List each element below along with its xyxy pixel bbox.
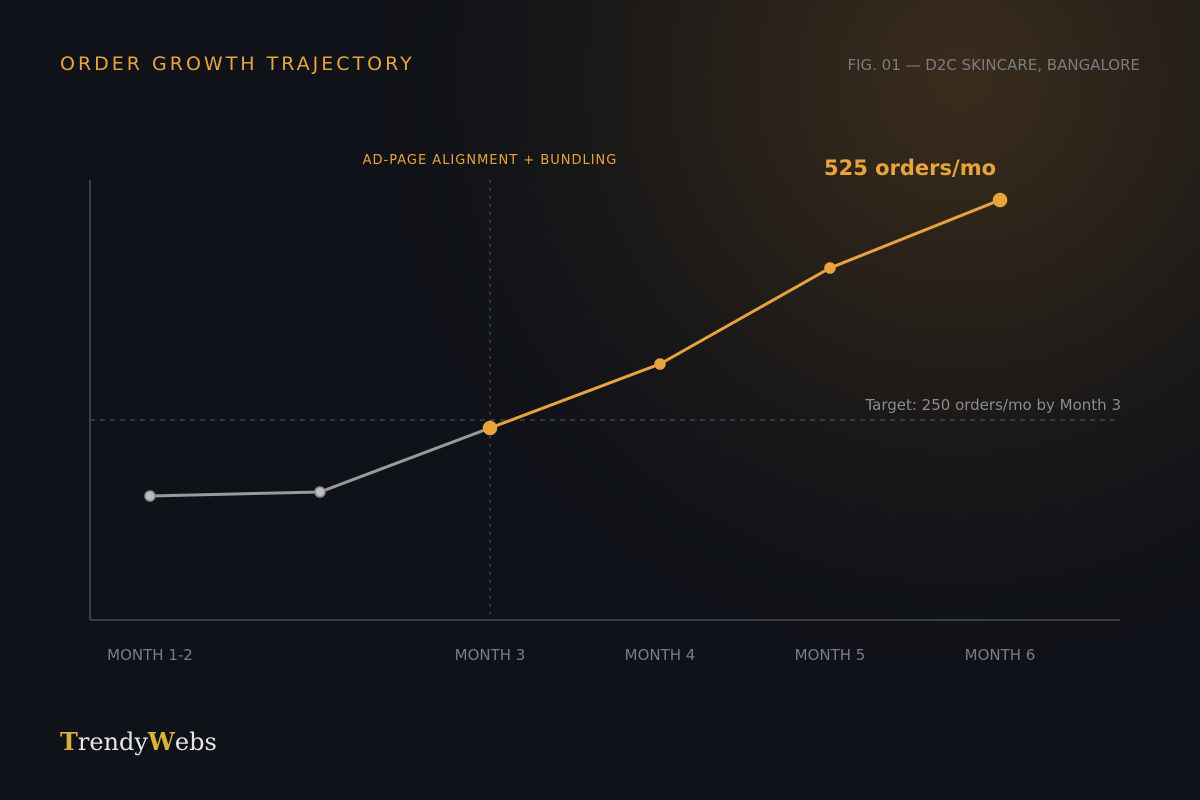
brand-part: T — [60, 727, 78, 756]
point — [824, 262, 836, 274]
x-tick-label: MONTH 4 — [625, 646, 696, 664]
brand-part: rendy — [78, 728, 148, 756]
point — [144, 490, 156, 502]
chart-title: ORDER GROWTH TRAJECTORY — [60, 53, 415, 75]
point — [482, 420, 498, 436]
line-after — [489, 198, 1001, 430]
x-tick-label: MONTH 5 — [795, 646, 866, 664]
point — [314, 486, 326, 498]
target-label: Target: 250 orders/mo by Month 3 — [864, 396, 1121, 414]
value-label: 525 orders/mo — [824, 156, 996, 180]
brand-part: W — [147, 727, 176, 756]
plot: Target: 250 orders/mo by Month 3 AD-PAGE … — [89, 153, 1121, 664]
annotation-label: AD-PAGE ALIGNMENT + BUNDLING — [363, 153, 618, 168]
brand: TrendyWebs — [60, 727, 217, 756]
brand-part: ebs — [175, 728, 217, 756]
x-tick-label: MONTH 3 — [455, 646, 526, 664]
x-tick-label: MONTH 6 — [965, 646, 1036, 664]
x-tick-label: MONTH 1-2 — [107, 646, 193, 664]
point — [992, 192, 1008, 208]
chart-subtitle: FIG. 01 — D2C SKINCARE, BANGALORE — [847, 56, 1140, 74]
point — [654, 358, 666, 370]
